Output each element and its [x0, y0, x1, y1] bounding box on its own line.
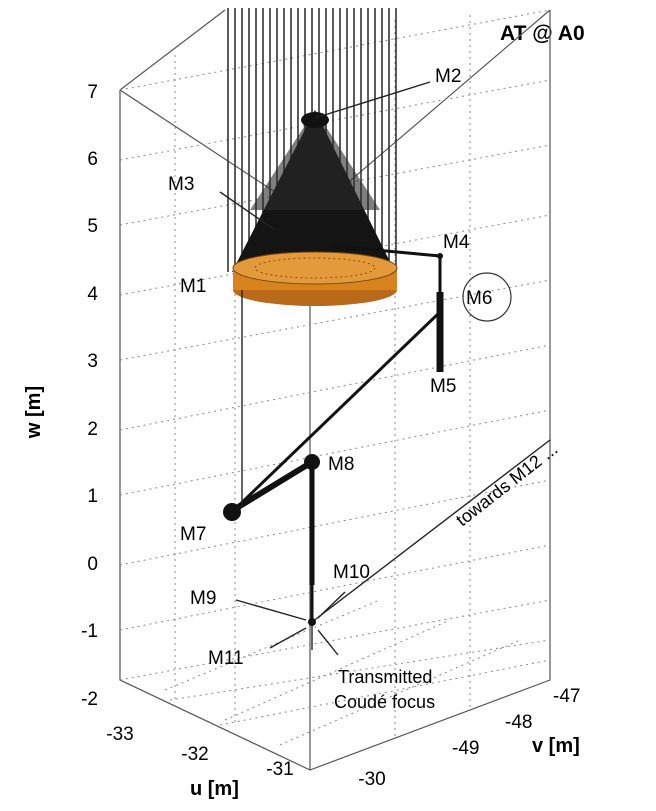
w-tick: -2 — [81, 689, 98, 710]
w-tick: 0 — [87, 554, 98, 575]
v-tick: -48 — [505, 712, 532, 733]
v-tick: -47 — [553, 686, 580, 707]
u-tick: -30 — [358, 769, 385, 790]
m10-label: M10 — [333, 562, 370, 583]
axes-box — [119, 9, 551, 771]
box-outline — [119, 10, 551, 771]
w-tick: 6 — [87, 149, 98, 170]
v-axis-label: v [m] — [532, 735, 580, 757]
u-axis: -33 -32 -31 -30 u [m] — [106, 724, 385, 800]
w-tick: 7 — [87, 82, 98, 103]
grid-lines — [119, 9, 551, 746]
m9-label: M9 — [190, 588, 216, 609]
w-axis-label: w [m] — [23, 386, 45, 439]
beam-path — [228, 244, 551, 650]
m1-label: M1 — [180, 276, 206, 297]
u-axis-label: u [m] — [190, 778, 239, 800]
m6-highlight-circle — [462, 272, 512, 322]
focus-label-line2: Coudé focus — [334, 692, 435, 712]
w-tick: 5 — [87, 216, 98, 237]
focus-label-line1: Transmitted — [338, 667, 432, 687]
w-tick: 4 — [87, 284, 98, 305]
w-tick: -1 — [81, 621, 98, 642]
m8-label: M8 — [328, 454, 354, 475]
m8-mirror — [304, 454, 320, 470]
m3-label: M3 — [168, 174, 194, 195]
m2-label: M2 — [435, 66, 461, 87]
box-back-left-edge — [119, 9, 226, 91]
m4-label: M4 — [443, 232, 470, 253]
diagram-title: AT @ A0 — [500, 22, 585, 45]
beam-m6-m7 — [230, 310, 442, 514]
m11-label: M11 — [208, 648, 244, 669]
m7-label: M7 — [180, 524, 206, 545]
w-tick: 2 — [87, 419, 98, 440]
leader-lines — [219, 81, 431, 656]
mirror-labels: M2 M3 M4 M1 M6 M5 M8 M7 M10 M9 M11 — [168, 66, 492, 669]
v-tick: -49 — [452, 738, 479, 759]
towards-m12-label: towards M12 ... — [452, 439, 561, 531]
beam-towards-m12 — [311, 439, 551, 623]
m1-primary-mirror — [232, 251, 398, 306]
m9-m10-m11-mirror — [308, 618, 316, 626]
m4-mirror — [437, 253, 443, 259]
v-axis: -47 -48 -49 v [m] — [452, 686, 580, 759]
u-tick: -32 — [181, 744, 208, 765]
u-tick: -33 — [106, 724, 133, 745]
m6-label: M6 — [466, 288, 492, 309]
w-tick: 3 — [87, 351, 98, 372]
u-tick: -31 — [266, 759, 293, 780]
m7-mirror — [223, 503, 241, 521]
m5-label: M5 — [430, 376, 456, 397]
w-axis: 7 6 5 4 3 2 1 0 -1 -2 w [m] — [23, 82, 98, 710]
w-tick: 1 — [87, 486, 98, 507]
